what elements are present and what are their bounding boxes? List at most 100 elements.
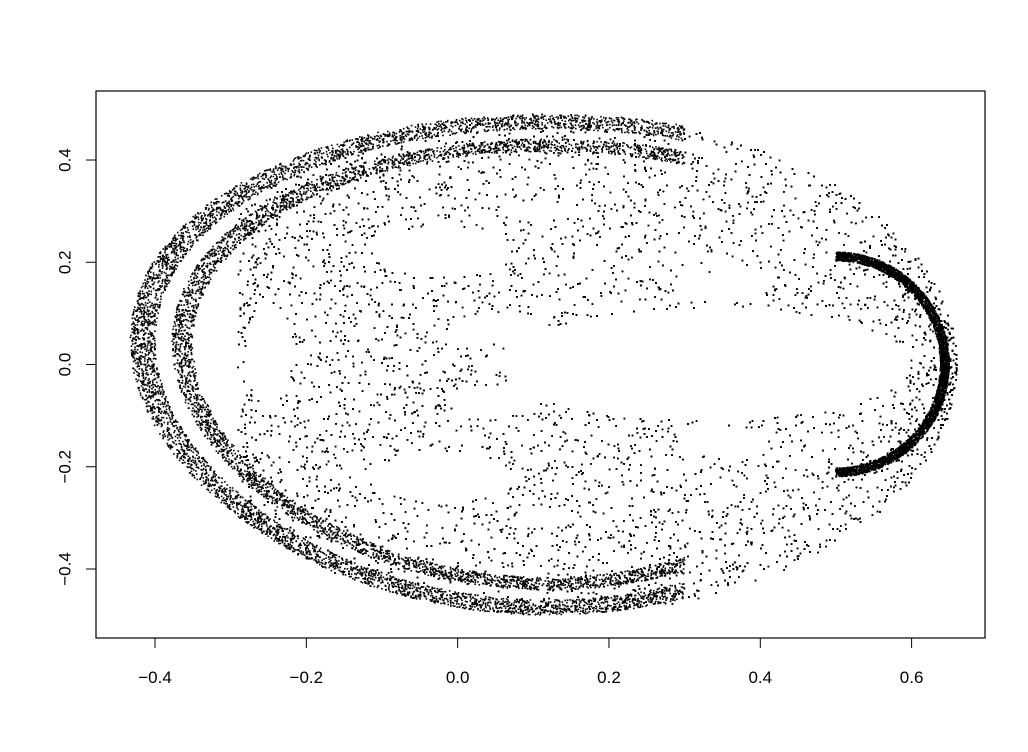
data-point: [394, 585, 396, 587]
data-point: [635, 119, 637, 121]
data-point: [144, 332, 147, 335]
data-point: [149, 306, 151, 308]
data-point: [329, 564, 331, 566]
data-point: [598, 579, 601, 581]
data-point: [240, 194, 242, 196]
data-point: [226, 254, 229, 256]
data-point: [295, 549, 297, 551]
data-point: [382, 557, 385, 559]
data-point: [142, 376, 145, 379]
data-point: [283, 207, 285, 209]
data-point: [349, 562, 352, 564]
data-point: [220, 259, 223, 262]
data-point: [136, 332, 139, 334]
data-point: [150, 304, 153, 307]
data-point: [177, 343, 179, 346]
data-point: [221, 254, 223, 257]
data-point: [586, 581, 588, 584]
data-point: [161, 285, 163, 287]
data-point: [197, 398, 199, 400]
data-point: [322, 184, 324, 186]
data-point: [196, 276, 199, 279]
data-point: [192, 407, 194, 409]
data-point: [186, 342, 188, 344]
data-point: [260, 175, 263, 178]
data-point: [522, 580, 524, 583]
data-point: [250, 485, 253, 487]
data-point: [429, 594, 432, 597]
data-point: [672, 599, 674, 601]
data-point: [285, 165, 287, 168]
data-point: [655, 133, 657, 136]
data-point: [610, 118, 613, 120]
data-point: [216, 434, 218, 436]
data-point: [646, 604, 648, 606]
data-point: [380, 577, 382, 579]
data-point: [153, 354, 155, 357]
data-point: [365, 568, 368, 570]
data-point: [358, 550, 361, 552]
data-point: [188, 284, 190, 286]
data-point: [604, 599, 606, 601]
data-point: [441, 593, 444, 596]
data-point: [171, 417, 174, 420]
data-point: [331, 185, 333, 187]
data-point: [147, 405, 150, 407]
data-point: [662, 591, 664, 594]
data-point: [637, 149, 639, 151]
data-point: [415, 564, 418, 567]
data-point: [186, 319, 188, 321]
data-point: [157, 417, 160, 420]
data-point: [173, 266, 176, 269]
data-point: [224, 200, 227, 202]
data-point: [265, 169, 267, 172]
data-point: [479, 605, 482, 608]
data-point: [146, 359, 149, 361]
data-point: [242, 473, 245, 476]
data-point: [296, 549, 299, 551]
data-point: [359, 145, 361, 148]
data-point: [629, 598, 631, 600]
data-point: [230, 463, 232, 465]
data-point: [173, 249, 176, 252]
data-point: [532, 603, 535, 605]
data-point: [610, 605, 612, 607]
data-point: [196, 404, 199, 407]
data-point: [265, 517, 268, 520]
data-point: [478, 150, 480, 153]
data-point: [334, 531, 336, 534]
data-point: [146, 292, 149, 294]
data-point: [537, 613, 539, 615]
data-point: [185, 376, 187, 379]
data-point: [363, 548, 365, 550]
data-point: [581, 121, 584, 123]
data-point: [349, 151, 352, 153]
data-point: [548, 143, 550, 146]
data-point: [307, 548, 309, 550]
data-point: [313, 550, 315, 553]
data-point: [373, 579, 376, 581]
data-point: [359, 136, 361, 138]
data-point: [602, 126, 604, 129]
data-point: [386, 140, 388, 143]
data-point: [208, 437, 211, 440]
data-point: [524, 118, 526, 121]
data-point: [293, 158, 295, 161]
data-point: [596, 121, 598, 123]
data-point: [302, 520, 304, 523]
data-point: [650, 591, 652, 594]
data-point: [675, 593, 677, 596]
data-point: [228, 461, 230, 463]
data-point: [241, 223, 243, 225]
data-point: [188, 327, 191, 329]
data-point: [182, 333, 184, 335]
data-point: [610, 120, 613, 122]
data-point: [537, 149, 539, 151]
data-point: [286, 534, 288, 537]
data-point: [131, 314, 134, 316]
data-point: [180, 320, 183, 322]
data-point: [241, 472, 243, 475]
data-point: [632, 570, 634, 572]
data-point: [592, 610, 594, 613]
data-point: [280, 201, 283, 204]
